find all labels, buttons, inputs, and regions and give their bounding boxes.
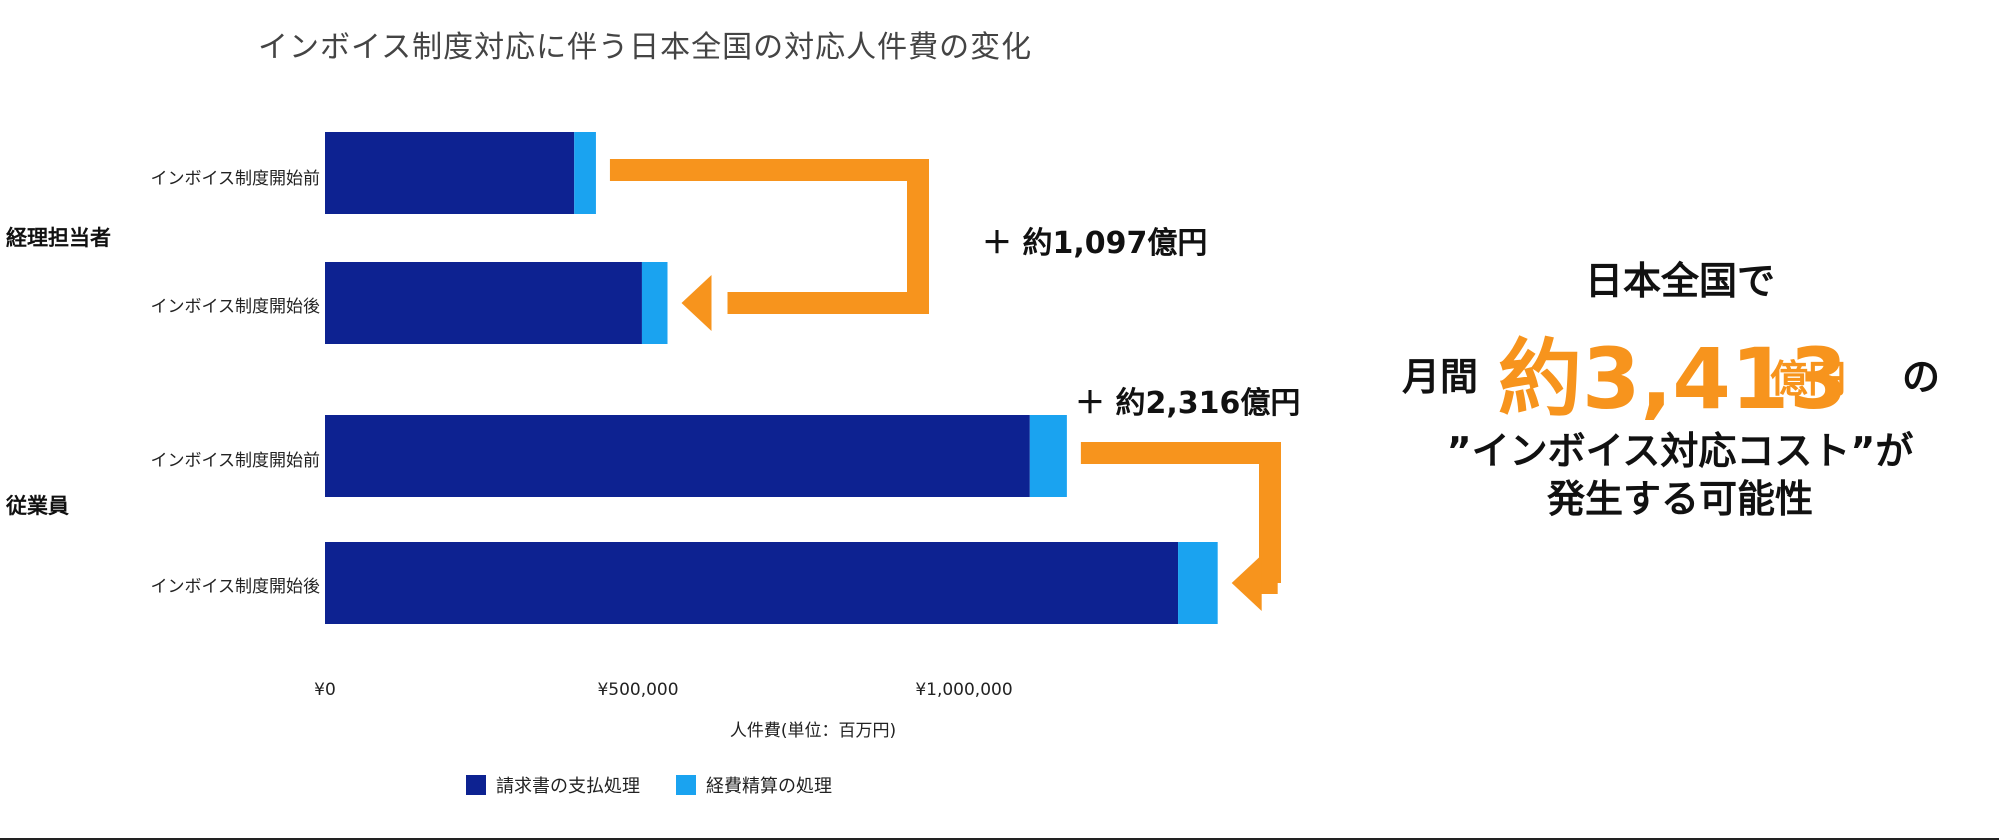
legend-item: 経費精算の処理: [676, 772, 832, 798]
category-label: インボイス制度開始前: [150, 169, 321, 189]
bar-expense-processing: [641, 262, 668, 344]
category-label: インボイス制度開始前: [150, 451, 321, 471]
category-label: インボイス制度開始後: [150, 297, 321, 317]
callout-line3: ”インボイス対応コスト”が: [1446, 429, 1914, 473]
callout-suffix: の: [1902, 355, 1941, 399]
bar-expense-processing: [574, 132, 596, 214]
delta-annotation-accounting: ＋ 約1,097億円: [982, 226, 1208, 261]
group-label-accounting: 経理担当者: [6, 226, 111, 250]
arrow-accounting-shaft: [609, 159, 929, 314]
arrow-employees-shaft: [1080, 442, 1281, 594]
legend-item: 請求書の支払処理: [466, 772, 640, 798]
arrow-accounting: [609, 159, 929, 331]
bar-invoice-processing: [325, 262, 642, 344]
callout-unit: 億円: [1770, 357, 1847, 401]
legend-swatch-expense: [676, 775, 696, 795]
callout-amount-line: 月間 約3,413 億円 の: [1380, 310, 1980, 428]
legend-label: 請求書の支払処理: [496, 776, 640, 797]
group-label-employees: 従業員: [6, 494, 69, 518]
callout-line1: 日本全国で: [1584, 259, 1775, 303]
bottom-rule: [0, 838, 1999, 840]
callout-amount: 約3,413: [1498, 330, 1848, 428]
bar-invoice-processing: [325, 415, 1030, 497]
x-tick-label: ¥0: [314, 680, 336, 700]
bar-expense-processing: [1178, 542, 1218, 624]
delta-annotation-employees: ＋ 約2,316億円: [1075, 386, 1301, 421]
x-tick-label: ¥500,000: [597, 680, 679, 700]
x-axis-title: 人件費(単位：百万円): [729, 721, 897, 741]
category-label: インボイス制度開始後: [150, 577, 321, 597]
arrow-employees: [1080, 442, 1281, 611]
callout-line4: 発生する可能性: [1546, 477, 1813, 521]
bar-expense-processing: [1029, 415, 1067, 497]
arrow-employees-head: [1231, 555, 1262, 611]
legend-label: 経費精算の処理: [706, 776, 832, 797]
legend-swatch-invoice: [466, 775, 486, 795]
bar-invoice-processing: [325, 542, 1179, 624]
callout-prefix: 月間: [1402, 355, 1479, 399]
x-tick-label: ¥1,000,000: [915, 680, 1013, 700]
chart-title: インボイス制度対応に伴う日本全国の対応人件費の変化: [258, 30, 1033, 65]
bars-layer: [325, 132, 1218, 624]
arrow-accounting-head: [681, 275, 712, 331]
legend: 請求書の支払処理 経費精算の処理: [466, 772, 854, 798]
bar-invoice-processing: [325, 132, 575, 214]
arrows-layer: [609, 159, 1281, 611]
